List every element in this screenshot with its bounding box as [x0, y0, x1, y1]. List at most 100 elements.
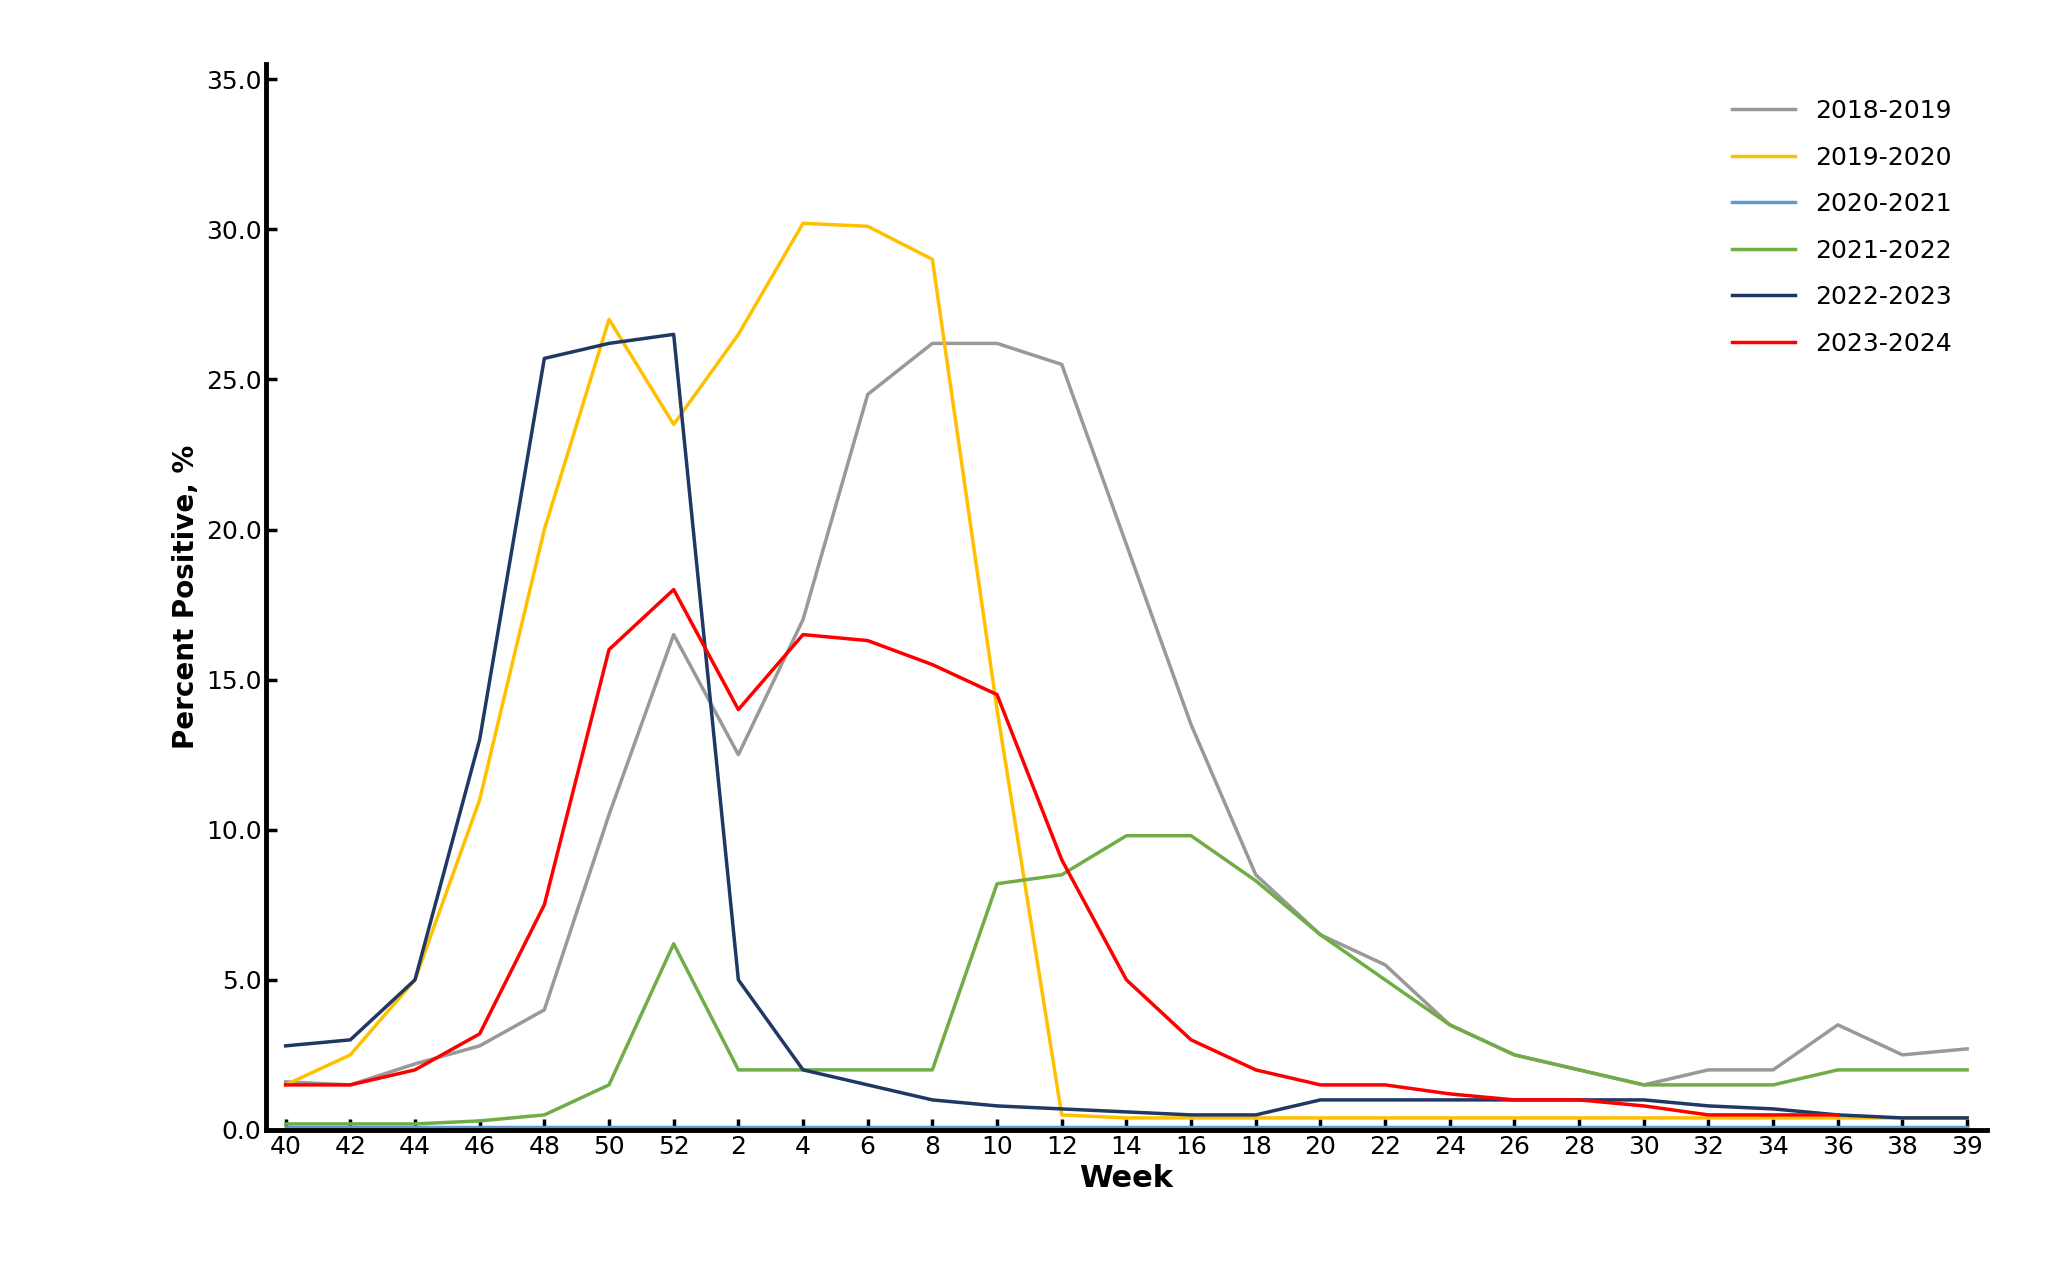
2021-2022: [1501, 1048, 1526, 1063]
2021-2022: [1696, 1077, 1720, 1093]
2021-2022: [1438, 1017, 1462, 1032]
2018-2019: [403, 1057, 428, 1072]
2021-2022: [1890, 1062, 1915, 1077]
2022-2023: [596, 335, 621, 351]
2022-2023: [1438, 1093, 1462, 1108]
2019-2020: [1956, 1111, 1980, 1126]
2021-2022: [920, 1062, 944, 1077]
2021-2022: [403, 1116, 428, 1131]
2023-2024: [532, 898, 557, 913]
2021-2022: [532, 1107, 557, 1122]
2022-2023: [467, 732, 492, 747]
2023-2024: [338, 1077, 362, 1093]
Y-axis label: Percent Positive, %: Percent Positive, %: [172, 446, 201, 749]
2022-2023: [1114, 1104, 1139, 1120]
2019-2020: [791, 216, 815, 231]
2022-2023: [1049, 1102, 1073, 1117]
Line: 2023-2024: 2023-2024: [285, 589, 1837, 1115]
2020-2021: [403, 1120, 428, 1135]
Line: 2018-2019: 2018-2019: [285, 343, 1968, 1085]
2018-2019: [1180, 716, 1204, 732]
2022-2023: [1632, 1093, 1657, 1108]
2018-2019: [727, 747, 752, 763]
2023-2024: [1825, 1107, 1849, 1122]
2018-2019: [1309, 927, 1333, 942]
2023-2024: [1632, 1098, 1657, 1113]
2018-2019: [1956, 1041, 1980, 1057]
2023-2024: [856, 633, 881, 648]
2021-2022: [662, 936, 686, 951]
2022-2023: [662, 326, 686, 342]
2022-2023: [1696, 1098, 1720, 1113]
2023-2024: [403, 1062, 428, 1077]
2023-2024: [1309, 1077, 1333, 1093]
2019-2020: [1309, 1111, 1333, 1126]
2021-2022: [1372, 972, 1397, 987]
2023-2024: [727, 702, 752, 718]
2022-2023: [1501, 1093, 1526, 1108]
2018-2019: [1438, 1017, 1462, 1032]
2023-2024: [272, 1077, 297, 1093]
2020-2021: [1761, 1120, 1786, 1135]
2023-2024: [596, 642, 621, 657]
2022-2023: [403, 972, 428, 987]
2018-2019: [856, 386, 881, 402]
2022-2023: [1309, 1093, 1333, 1108]
2021-2022: [1309, 927, 1333, 942]
2019-2020: [985, 702, 1010, 718]
2023-2024: [662, 582, 686, 597]
2018-2019: [532, 1002, 557, 1017]
2020-2021: [1956, 1120, 1980, 1135]
2019-2020: [1372, 1111, 1397, 1126]
2021-2022: [1049, 867, 1073, 882]
2022-2023: [920, 1093, 944, 1108]
2020-2021: [596, 1120, 621, 1135]
2022-2023: [1825, 1107, 1849, 1122]
2023-2024: [1180, 1032, 1204, 1048]
2020-2021: [1501, 1120, 1526, 1135]
2022-2023: [727, 972, 752, 987]
2021-2022: [727, 1062, 752, 1077]
2019-2020: [662, 417, 686, 433]
2020-2021: [532, 1120, 557, 1135]
2021-2022: [1956, 1062, 1980, 1077]
2019-2020: [1696, 1111, 1720, 1126]
2018-2019: [662, 627, 686, 642]
2018-2019: [1632, 1077, 1657, 1093]
2018-2019: [1890, 1048, 1915, 1063]
2022-2023: [272, 1039, 297, 1054]
2019-2020: [596, 312, 621, 327]
2021-2022: [1180, 828, 1204, 844]
2020-2021: [1372, 1120, 1397, 1135]
2020-2021: [662, 1120, 686, 1135]
2019-2020: [920, 252, 944, 267]
2021-2022: [791, 1062, 815, 1077]
2020-2021: [1696, 1120, 1720, 1135]
2019-2020: [467, 792, 492, 808]
2021-2022: [596, 1077, 621, 1093]
2023-2024: [1372, 1077, 1397, 1093]
2023-2024: [1243, 1062, 1268, 1077]
2020-2021: [1049, 1120, 1073, 1135]
2018-2019: [1114, 537, 1139, 552]
2018-2019: [596, 808, 621, 823]
2020-2021: [856, 1120, 881, 1135]
2021-2022: [338, 1116, 362, 1131]
2019-2020: [727, 326, 752, 342]
2020-2021: [1243, 1120, 1268, 1135]
2020-2021: [338, 1120, 362, 1135]
2020-2021: [727, 1120, 752, 1135]
2022-2023: [1180, 1107, 1204, 1122]
2020-2021: [920, 1120, 944, 1135]
2018-2019: [985, 335, 1010, 351]
Legend: 2018-2019, 2019-2020, 2020-2021, 2021-2022, 2022-2023, 2023-2024: 2018-2019, 2019-2020, 2020-2021, 2021-20…: [1722, 89, 1962, 366]
Line: 2019-2020: 2019-2020: [285, 223, 1968, 1118]
2021-2022: [1567, 1062, 1591, 1077]
2019-2020: [1567, 1111, 1591, 1126]
2021-2022: [1825, 1062, 1849, 1077]
2019-2020: [1243, 1111, 1268, 1126]
2020-2021: [272, 1120, 297, 1135]
2022-2023: [338, 1032, 362, 1048]
2018-2019: [791, 612, 815, 628]
2019-2020: [338, 1048, 362, 1063]
